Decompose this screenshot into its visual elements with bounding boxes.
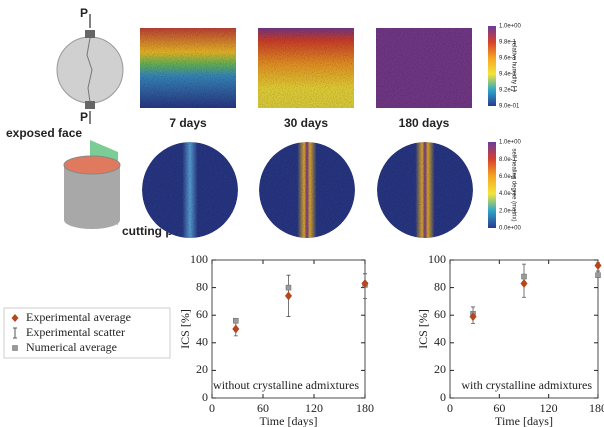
healing-map [142, 142, 238, 238]
colorbar [488, 142, 496, 228]
plot-area [449, 259, 599, 399]
colorbar-tick-label: 9.8e-1 [499, 40, 517, 46]
annotation: without crystalline admixtures [213, 378, 359, 392]
numerical-average [595, 272, 601, 278]
y-tick-label: 20 [434, 362, 446, 376]
age-label: 180 days [399, 116, 450, 130]
colorbar-tick-label: 2.0e-1 [499, 208, 517, 214]
y-tick-label: 60 [196, 307, 208, 321]
load-label: P [80, 6, 88, 20]
x-tick-label: 180 [356, 401, 374, 415]
colorbar-tick-label: 9.2e-1 [499, 88, 517, 94]
colorbar-tick-label: 6.0e-1 [499, 174, 517, 180]
colorbar-tick-label: 4.0e-1 [499, 191, 517, 197]
colorbar-label: self-healing degree (matrix) [510, 148, 516, 221]
experimental-average [469, 312, 477, 322]
colorbar-label: relative humidity [-] [510, 41, 516, 92]
label: exposed face [6, 126, 82, 140]
colorbar-tick-label: 0.0e+00 [499, 226, 522, 232]
exposed-face [63, 155, 121, 175]
x-axis-label: Time [days] [495, 414, 553, 427]
x-tick-label: 60 [493, 401, 505, 415]
cylinder [64, 211, 120, 229]
legend-label: Numerical average [26, 340, 117, 354]
legend-swatch [13, 327, 17, 339]
experimental-average [520, 278, 528, 288]
experimental-average [232, 324, 240, 334]
platen [85, 30, 95, 38]
numerical-average [233, 317, 239, 324]
colorbar-tick-label: 1.0e+00 [499, 24, 522, 30]
annotation: with crystalline admixtures [461, 378, 592, 392]
y-axis-label: ICS [%] [178, 309, 192, 349]
healing-map [259, 142, 355, 238]
x-tick-label: 120 [540, 401, 558, 415]
y-tick-label: 0 [440, 390, 446, 404]
age-label: 30 days [284, 116, 328, 130]
load-label: P [80, 110, 88, 124]
y-tick-label: 60 [434, 307, 446, 321]
crack [86, 37, 93, 103]
colorbar-tick-label: 9.6e-1 [499, 56, 517, 62]
x-tick-label: 120 [305, 401, 323, 415]
y-tick-label: 40 [434, 335, 446, 349]
rh-map [258, 28, 354, 108]
legend-swatch [12, 345, 18, 351]
age-label: 7 days [169, 116, 207, 130]
experimental-average [285, 291, 292, 301]
specimen [56, 36, 124, 104]
colorbar-tick-label: 9.0e-01 [499, 104, 520, 110]
platen [85, 101, 95, 109]
x-tick-label: 180 [589, 401, 604, 415]
y-axis-label: ICS [%] [416, 309, 430, 349]
y-tick-label: 0 [202, 390, 208, 404]
plot-area [211, 259, 366, 399]
y-tick-label: 80 [434, 279, 446, 293]
numerical-average [521, 273, 527, 280]
legend-label: Experimental average [26, 310, 131, 324]
healing-map [377, 142, 473, 238]
x-tick-label: 60 [257, 401, 269, 415]
numerical-average [285, 284, 292, 291]
colorbar [488, 26, 496, 106]
y-tick-label: 20 [196, 362, 208, 376]
experimental-average [594, 261, 602, 271]
colorbar-tick-label: 9.4e-1 [499, 72, 517, 78]
legend-label: Experimental scatter [26, 325, 125, 339]
x-tick-label: 0 [209, 401, 215, 415]
colorbar-tick-label: 8.0e-1 [499, 157, 517, 163]
legend [3, 307, 171, 359]
x-tick-label: 0 [447, 401, 453, 415]
y-tick-label: 40 [196, 335, 208, 349]
rh-map [140, 28, 236, 108]
rh-map [376, 28, 472, 108]
y-tick-label: 100 [428, 252, 446, 266]
legend-swatch [11, 314, 19, 322]
experimental-average [361, 278, 369, 288]
colorbar-tick-label: 1.0e+00 [499, 140, 522, 146]
y-tick-label: 80 [196, 279, 208, 293]
y-tick-label: 100 [190, 252, 208, 266]
x-axis-label: Time [days] [260, 414, 318, 427]
